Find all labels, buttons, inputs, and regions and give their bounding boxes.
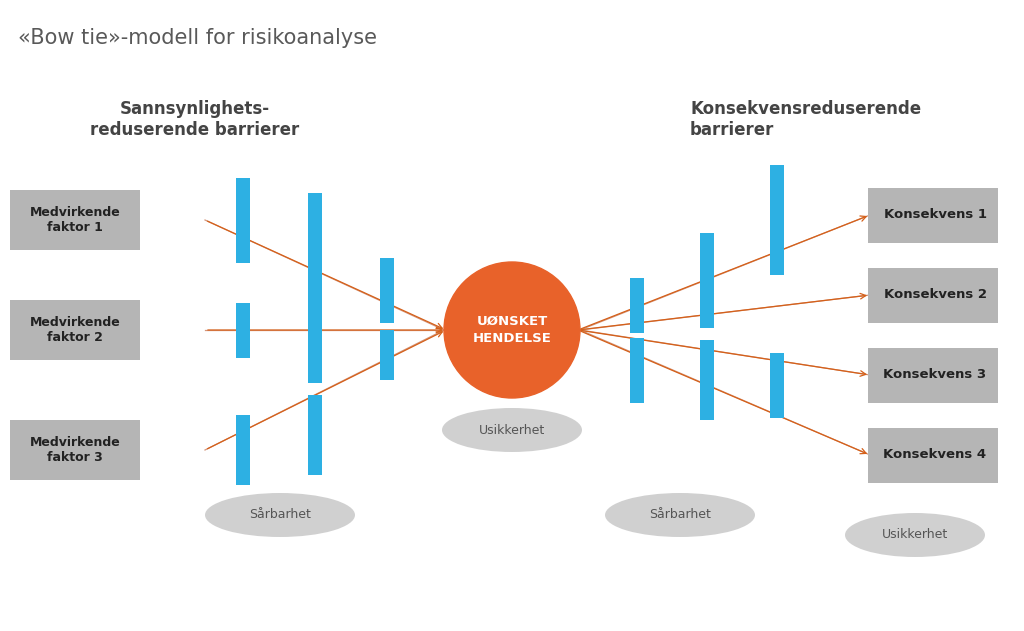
Text: Konsekvensreduserende
barrierer: Konsekvensreduserende barrierer [690, 100, 922, 139]
FancyBboxPatch shape [10, 300, 140, 360]
Text: Medvirkende
faktor 3: Medvirkende faktor 3 [30, 436, 121, 464]
Text: UØNSKET
HENDELSE: UØNSKET HENDELSE [472, 315, 552, 345]
Ellipse shape [605, 493, 755, 537]
Text: Medvirkende
faktor 1: Medvirkende faktor 1 [30, 206, 121, 234]
Bar [308, 288, 322, 382]
Bar [380, 330, 394, 380]
Bar [236, 177, 250, 262]
FancyBboxPatch shape [10, 420, 140, 480]
FancyBboxPatch shape [10, 190, 140, 250]
Bar [630, 278, 644, 333]
Ellipse shape [205, 493, 355, 537]
Bar [770, 353, 784, 418]
Text: Medvirkende
faktor 2: Medvirkende faktor 2 [30, 316, 121, 344]
Bar [700, 232, 714, 327]
Text: Sårbarhet: Sårbarhet [649, 509, 711, 521]
Bar [700, 340, 714, 420]
Bar [770, 165, 784, 275]
Text: Konsekvens 3: Konsekvens 3 [884, 369, 986, 382]
Text: Konsekvens 2: Konsekvens 2 [884, 288, 986, 302]
Circle shape [444, 262, 580, 398]
Text: Usikkerhet: Usikkerhet [479, 423, 545, 437]
FancyBboxPatch shape [868, 187, 998, 242]
FancyBboxPatch shape [868, 427, 998, 483]
Bar [380, 257, 394, 322]
FancyBboxPatch shape [868, 268, 998, 322]
Bar [308, 193, 322, 303]
Bar [236, 302, 250, 358]
Bar [630, 338, 644, 403]
FancyBboxPatch shape [868, 348, 998, 403]
Text: Sårbarhet: Sårbarhet [249, 509, 311, 521]
Bar [308, 395, 322, 475]
Ellipse shape [442, 408, 582, 452]
Text: Konsekvens 1: Konsekvens 1 [884, 208, 986, 221]
Text: «Bow tie»-modell for risikoanalyse: «Bow tie»-modell for risikoanalyse [18, 28, 377, 48]
Text: Sannsynlighets-
reduserende barrierer: Sannsynlighets- reduserende barrierer [90, 100, 300, 139]
Ellipse shape [845, 513, 985, 557]
Text: Konsekvens 4: Konsekvens 4 [884, 449, 986, 461]
Text: Usikkerhet: Usikkerhet [882, 529, 948, 541]
Bar [236, 415, 250, 485]
